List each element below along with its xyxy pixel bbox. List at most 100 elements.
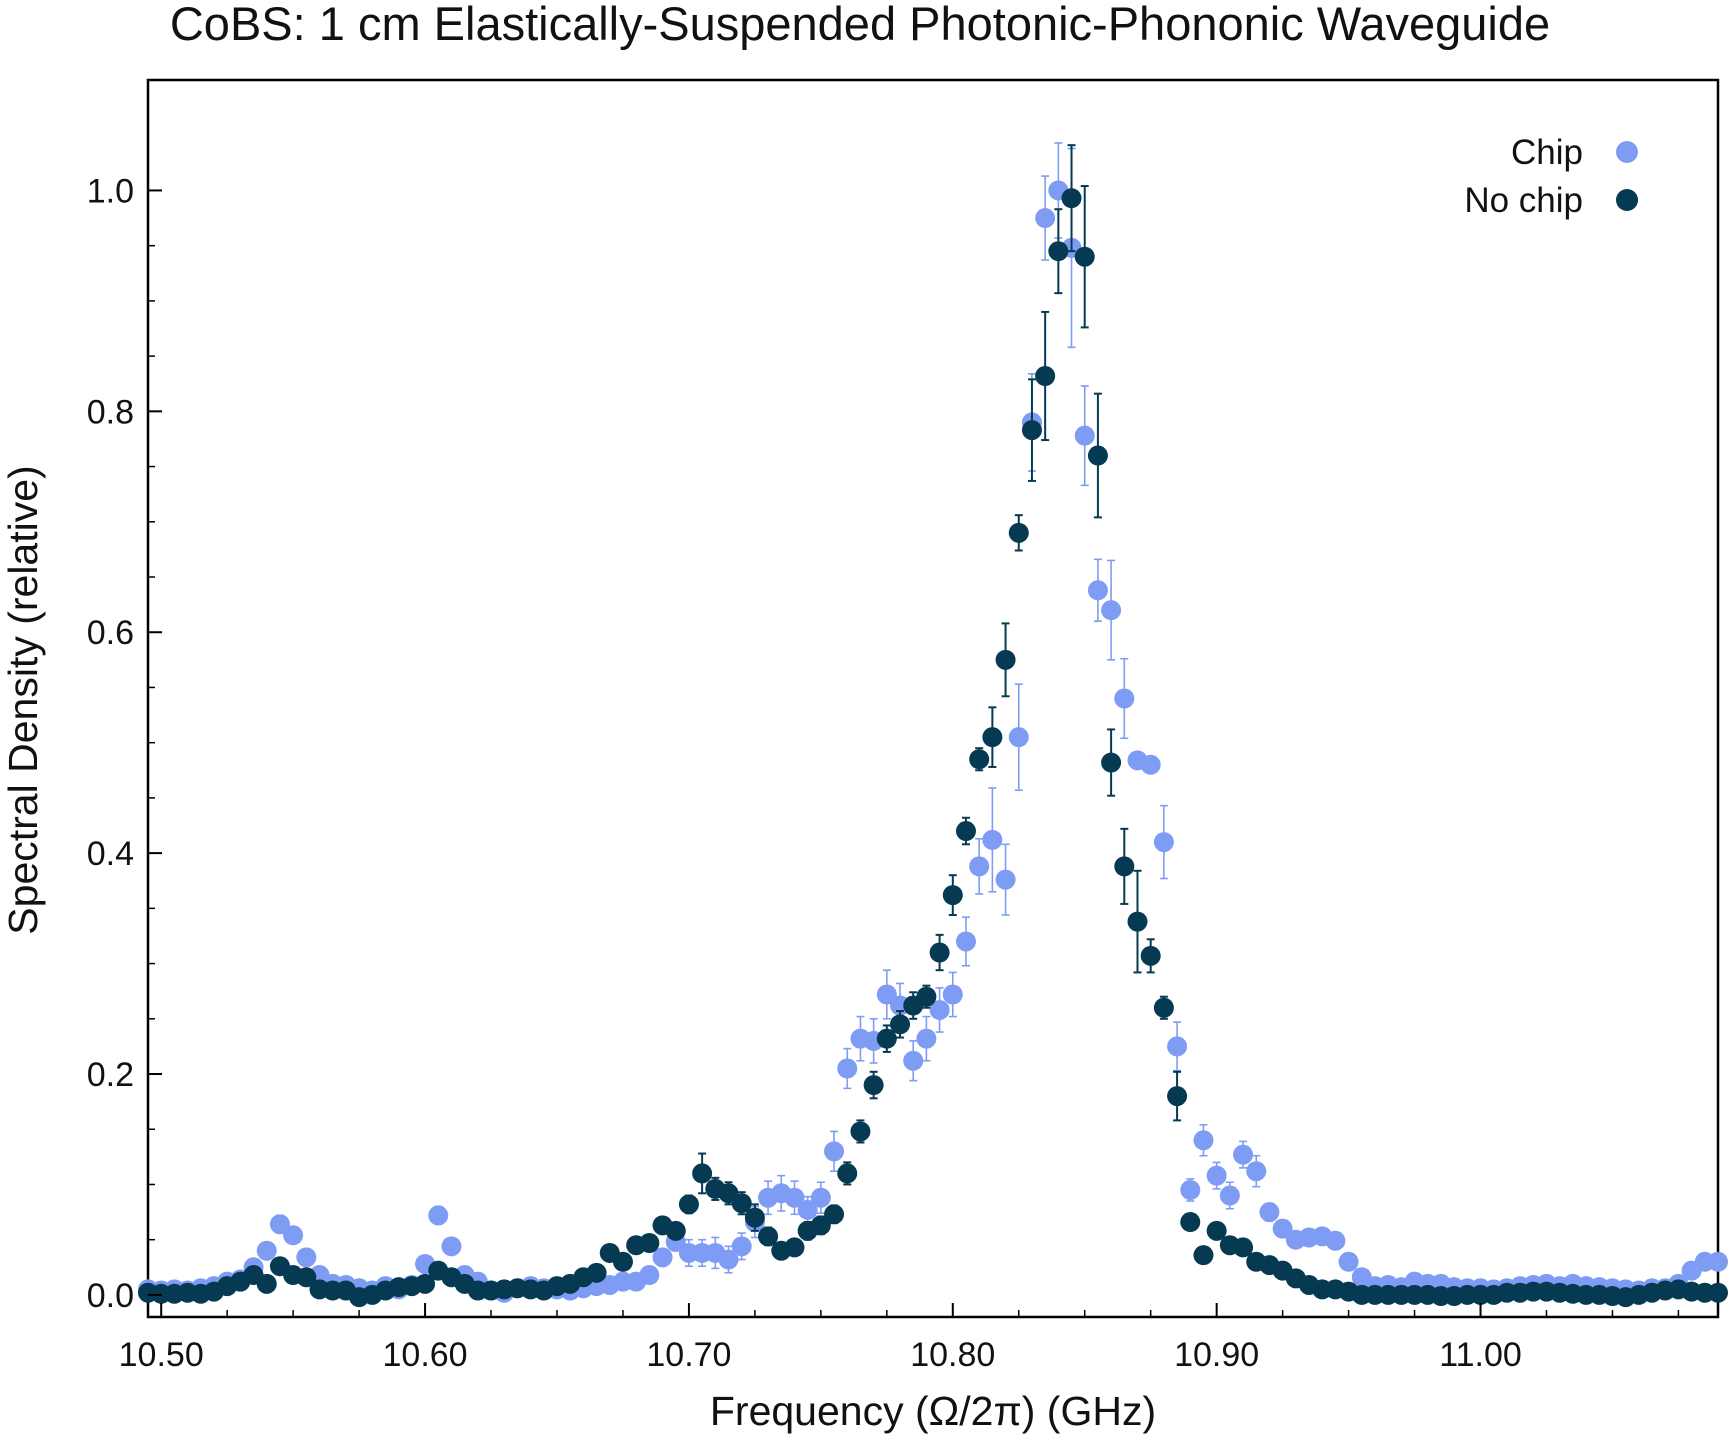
data-point (441, 1236, 462, 1257)
x-tick-label: 10.50 (119, 1336, 204, 1374)
data-point (1206, 1165, 1227, 1186)
data-point (1035, 208, 1056, 229)
x-tick-label: 10.80 (910, 1336, 995, 1374)
x-axis: 10.50 10.60 10.70 10.80 10.90 11.00 (119, 1303, 1680, 1374)
data-point (1074, 425, 1095, 446)
data-point (916, 986, 937, 1007)
data-point (296, 1247, 317, 1268)
legend: Chip No chip (1464, 133, 1638, 220)
data-point (929, 942, 950, 963)
data-point (955, 821, 976, 842)
y-tick-label: 0.2 (87, 1056, 134, 1094)
y-axis-label: Spectral Density (relative) (0, 465, 46, 934)
data-point (678, 1194, 699, 1215)
data-point (428, 1205, 449, 1226)
data-point (1101, 752, 1122, 773)
data-point (810, 1187, 831, 1208)
data-point (890, 1014, 911, 1035)
data-point (1338, 1251, 1359, 1272)
data-point (1127, 911, 1148, 932)
data-point (837, 1058, 858, 1079)
data-point (942, 885, 963, 906)
data-point (1140, 754, 1161, 775)
data-point (916, 1028, 937, 1049)
data-point (269, 1214, 290, 1235)
x-tick-label: 10.90 (1174, 1336, 1259, 1374)
data-point (1219, 1185, 1240, 1206)
data-point (731, 1193, 752, 1214)
data-point (1167, 1086, 1188, 1107)
data-point (1193, 1130, 1214, 1151)
data-point (969, 856, 990, 877)
data-point (1153, 832, 1174, 853)
data-point (692, 1163, 713, 1184)
data-point (1061, 188, 1082, 209)
data-point (256, 1240, 277, 1261)
data-point (876, 984, 897, 1005)
legend-marker (1616, 189, 1638, 211)
legend-label: Chip (1511, 133, 1583, 172)
y-tick-label: 0.4 (87, 835, 134, 873)
data-point (863, 1075, 884, 1096)
data-point (1074, 246, 1095, 267)
data-point (995, 869, 1016, 890)
data-point (784, 1187, 805, 1208)
data-point (718, 1249, 739, 1270)
data-point (256, 1273, 277, 1294)
data-point (1272, 1218, 1293, 1239)
data-point (982, 829, 1003, 850)
data-point (1167, 1036, 1188, 1057)
data-point (1233, 1144, 1254, 1165)
series-no-chip (138, 144, 1728, 1308)
data-point (612, 1251, 633, 1272)
series-chip (138, 142, 1728, 1303)
y-tick-label: 0.8 (87, 393, 134, 431)
data-point (797, 1199, 818, 1220)
data-point (1325, 1230, 1346, 1251)
data-point (1180, 1179, 1201, 1200)
plot-area (138, 142, 1728, 1308)
y-axis: 0.0 0.2 0.4 0.6 0.8 1.0 (87, 172, 162, 1315)
data-point (1087, 580, 1108, 601)
data-point (1008, 727, 1029, 748)
data-point (1259, 1202, 1280, 1223)
data-point (995, 649, 1016, 670)
data-point (1048, 241, 1069, 262)
x-tick-label: 10.70 (646, 1336, 731, 1374)
data-point (982, 727, 1003, 748)
data-point (731, 1236, 752, 1257)
data-point (758, 1226, 779, 1247)
y-tick-label: 1.0 (87, 172, 134, 210)
x-axis-label: Frequency (Ω/2π) (GHz) (710, 1388, 1156, 1434)
data-point (639, 1265, 660, 1286)
data-point (1246, 1161, 1267, 1182)
y-tick-label: 0.6 (87, 614, 134, 652)
data-point (850, 1121, 871, 1142)
y-tick-label: 0.0 (87, 1277, 134, 1315)
data-point (1101, 600, 1122, 621)
data-point (1708, 1251, 1728, 1272)
data-point (837, 1163, 858, 1184)
x-tick-label: 10.60 (383, 1336, 468, 1374)
plot-frame (146, 78, 1720, 1319)
data-point (1021, 420, 1042, 441)
data-point (810, 1215, 831, 1236)
x-tick-label: 11.00 (1439, 1336, 1522, 1374)
legend-label: No chip (1464, 181, 1583, 220)
data-point (283, 1225, 304, 1246)
data-point (1233, 1237, 1254, 1258)
data-point (415, 1273, 436, 1294)
data-point (744, 1207, 765, 1228)
data-point (1008, 522, 1029, 543)
data-point (824, 1204, 845, 1225)
data-point (1087, 445, 1108, 466)
data-point (1180, 1212, 1201, 1233)
data-point (1035, 365, 1056, 386)
legend-marker (1616, 141, 1638, 163)
data-point (876, 1028, 897, 1049)
data-point (929, 999, 950, 1020)
data-point (652, 1247, 673, 1268)
data-point (1193, 1245, 1214, 1266)
data-point (955, 931, 976, 952)
